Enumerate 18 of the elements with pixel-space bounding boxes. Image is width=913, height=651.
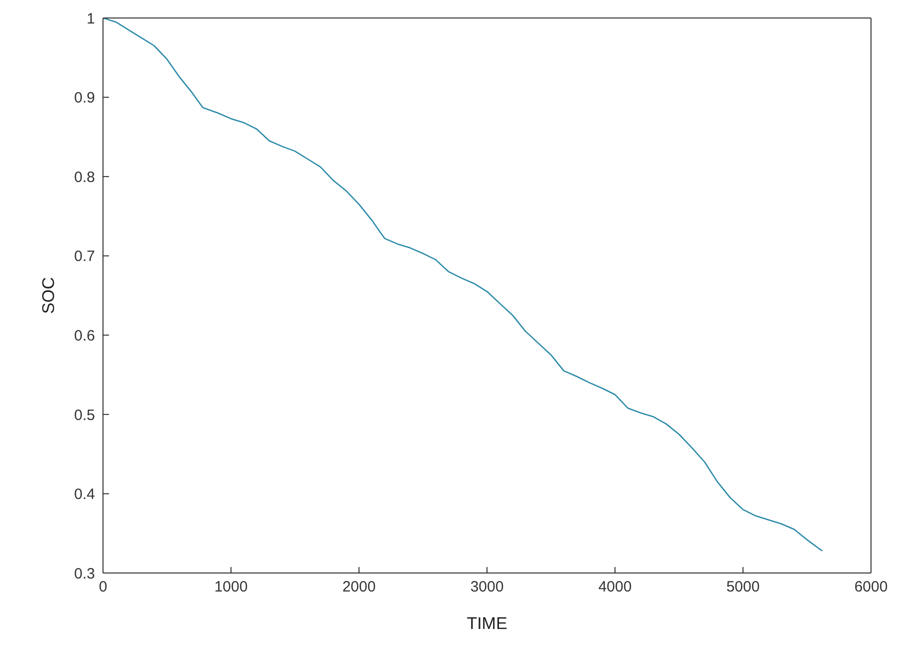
y-tick-label: 0.7 bbox=[74, 248, 95, 266]
x-tick-label: 5000 bbox=[726, 578, 760, 596]
y-tick-label: 0.9 bbox=[74, 90, 95, 107]
y-tick-label: 0.3 bbox=[74, 565, 95, 582]
x-axis-title: TIME bbox=[466, 614, 508, 633]
y-tick-label: 0.8 bbox=[74, 168, 95, 186]
y-tick-label: 1 bbox=[86, 10, 95, 28]
x-tick-label: 4000 bbox=[598, 578, 632, 596]
y-tick-label: 0.6 bbox=[74, 327, 95, 344]
x-tick-label: 0 bbox=[98, 578, 108, 596]
y-axis-title: SOC bbox=[39, 277, 58, 314]
x-tick-label: 2000 bbox=[342, 578, 376, 596]
x-tick-label: 6000 bbox=[854, 578, 888, 596]
y-tick-label: 0.4 bbox=[74, 486, 95, 504]
line-series bbox=[103, 18, 824, 552]
x-tick-label: 1000 bbox=[214, 578, 248, 596]
y-tick-label: 0.5 bbox=[74, 406, 95, 424]
x-tick-label: 3000 bbox=[470, 578, 504, 596]
